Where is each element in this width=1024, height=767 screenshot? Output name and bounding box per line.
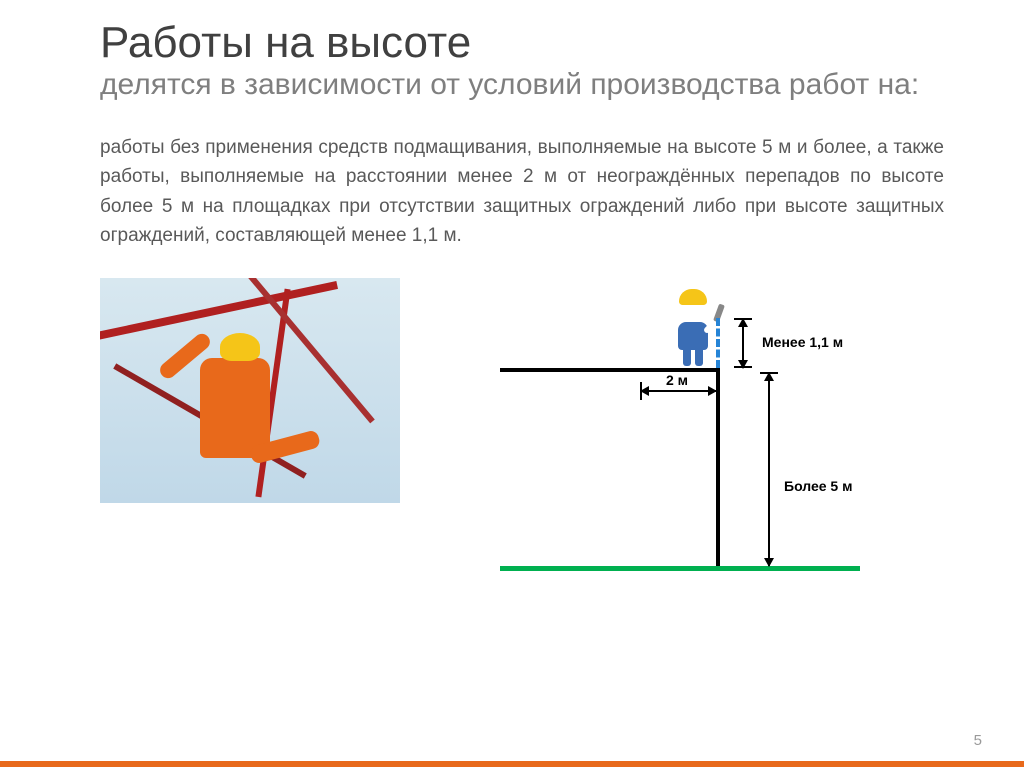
worker-figure-icon [672, 296, 714, 368]
height-diagram: 2 м Менее 1,1 м Более 5 м [480, 278, 880, 598]
label-2m: 2 м [664, 372, 690, 388]
barrier-line [716, 318, 720, 368]
label-drop-height: Более 5 м [784, 478, 852, 494]
slide-subtitle: делятся в зависимости от условий произво… [100, 68, 944, 103]
ground-line [500, 566, 860, 571]
accent-bar [0, 761, 1024, 767]
page-number: 5 [974, 732, 982, 749]
slide-container: Работы на высоте делятся в зависимости о… [0, 0, 1024, 767]
body-paragraph: работы без применения средств подмащиван… [100, 133, 944, 251]
helmet-icon [220, 333, 260, 361]
dim-5m-line [768, 372, 770, 566]
dim-2m-line [640, 390, 716, 392]
content-row: 2 м Менее 1,1 м Более 5 м [100, 278, 944, 598]
slide-title: Работы на высоте [100, 20, 944, 66]
platform-vertical [716, 368, 720, 566]
worker-photo [100, 278, 400, 503]
label-barrier-height: Менее 1,1 м [762, 334, 843, 350]
